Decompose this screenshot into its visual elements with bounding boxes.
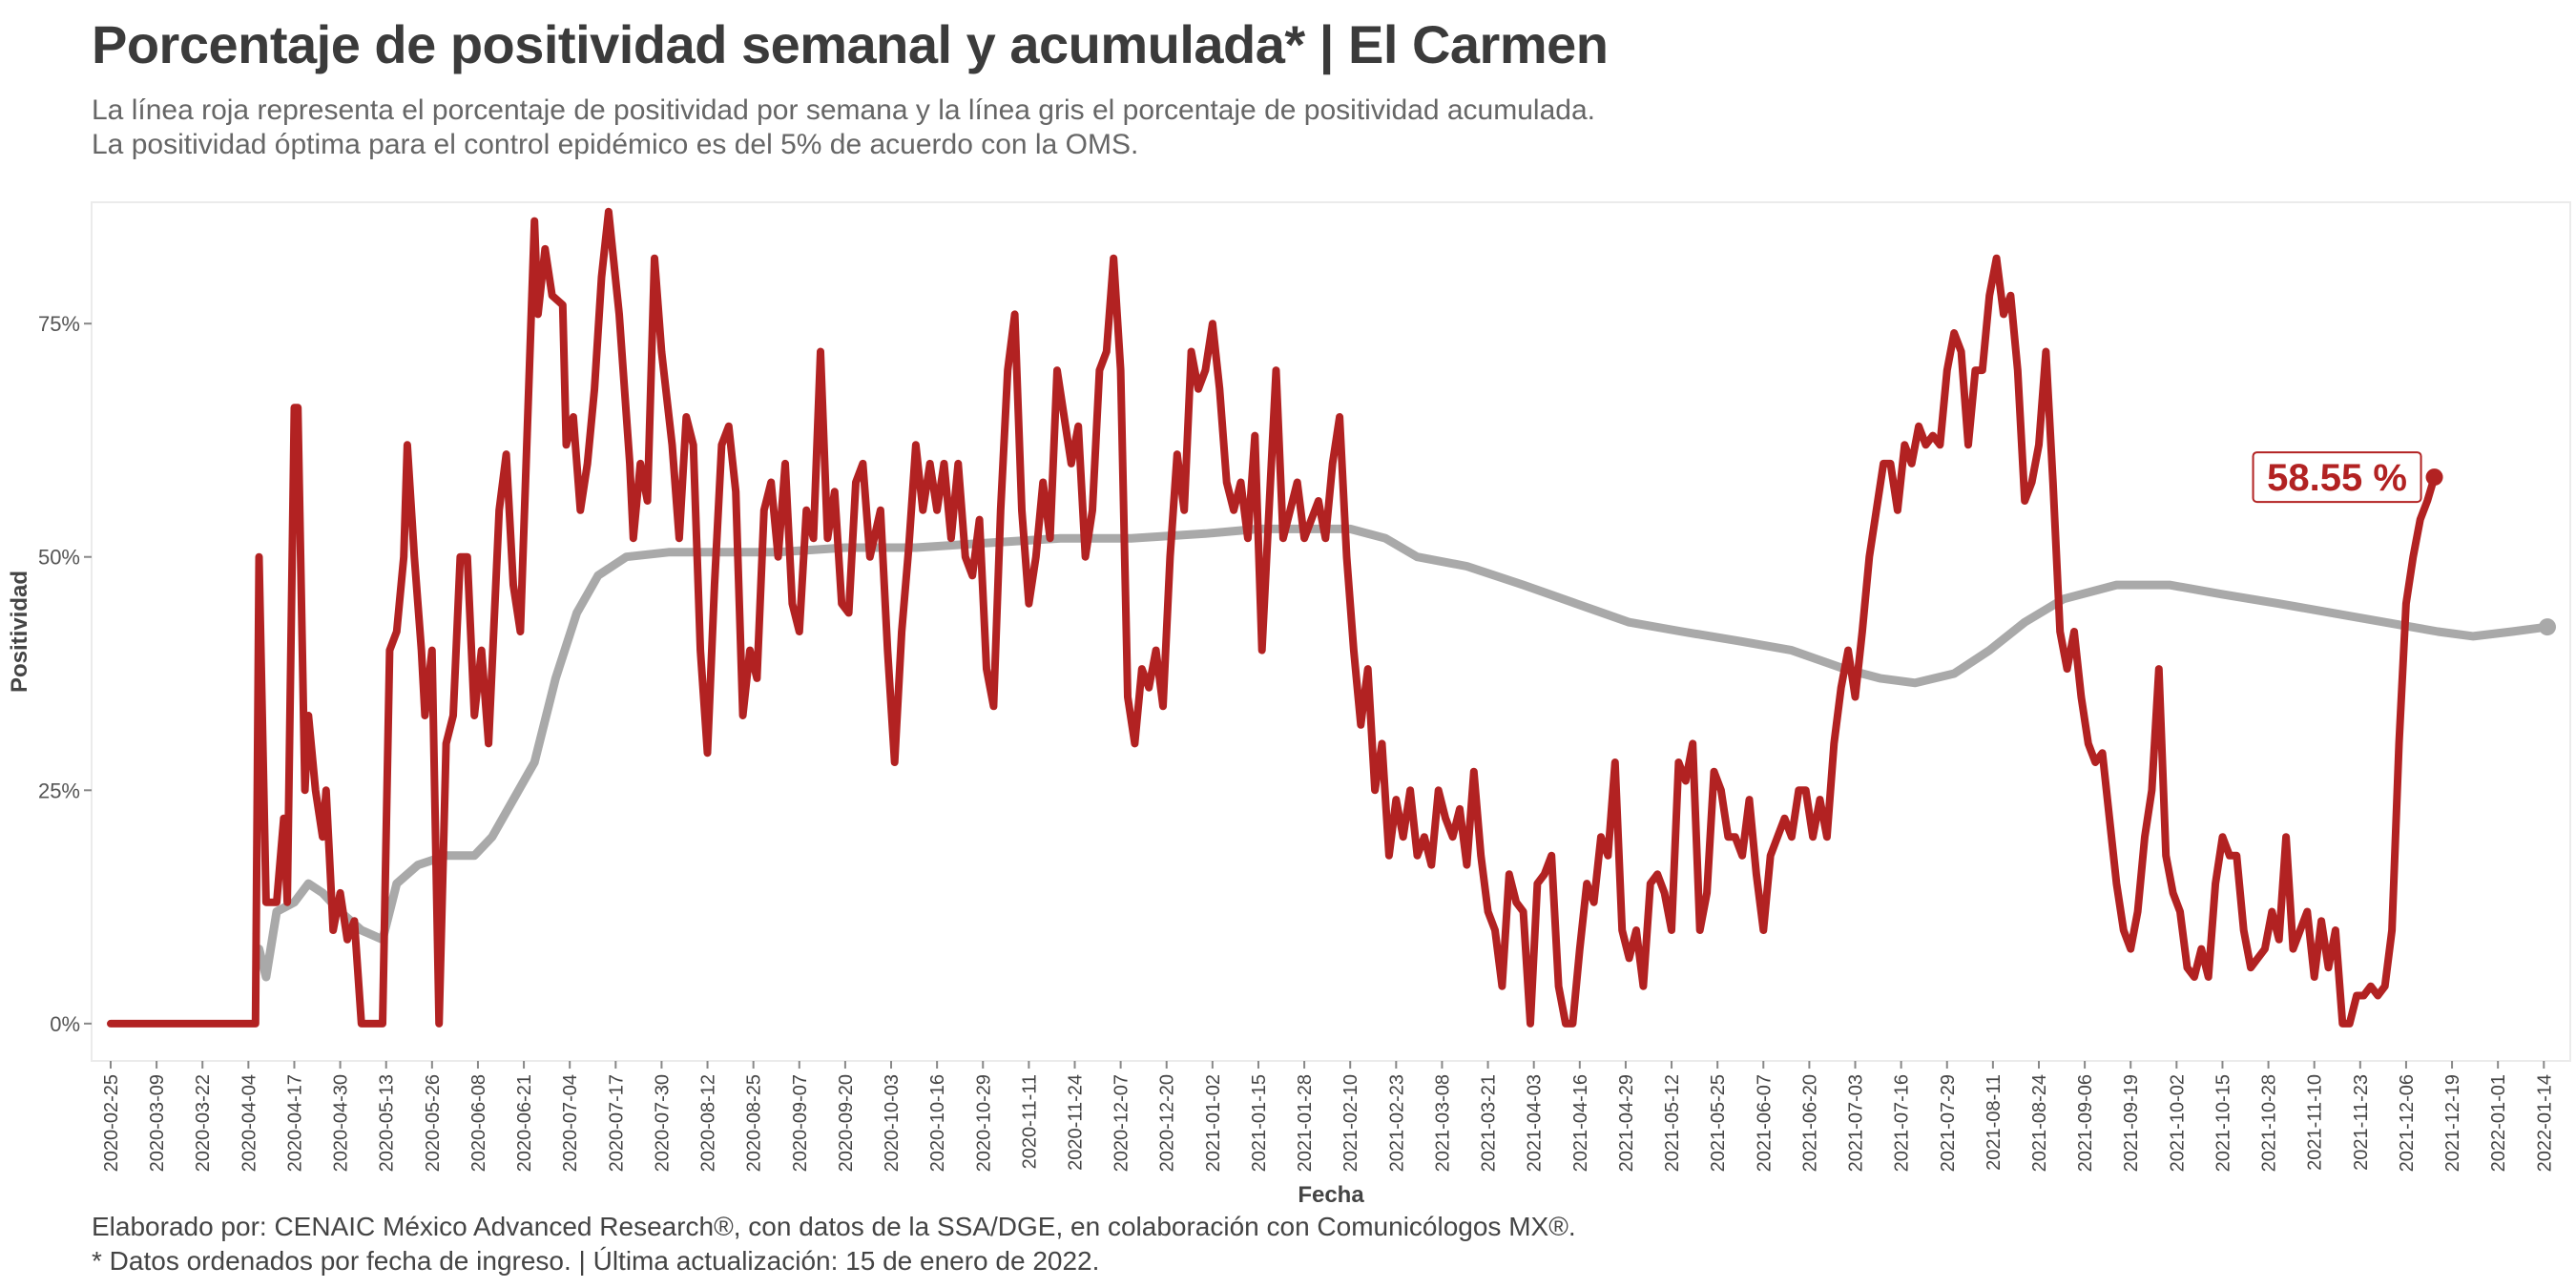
x-tick-label: 2021-05-12	[1662, 1074, 1683, 1172]
x-tick-label: 2020-12-20	[1157, 1074, 1178, 1172]
subtitle-line-2: La positividad óptima para el control ep…	[92, 129, 1139, 160]
x-tick-label: 2020-04-04	[239, 1074, 260, 1172]
x-tick-label: 2021-09-06	[2075, 1074, 2096, 1172]
x-tick-label: 2021-10-02	[2167, 1074, 2188, 1172]
x-tick-label: 2021-01-28	[1295, 1074, 1316, 1172]
x-tick-label: 2021-03-21	[1479, 1074, 1500, 1172]
x-tick-label: 2020-10-29	[973, 1074, 994, 1172]
plot-panel	[91, 201, 2571, 1062]
x-tick-label: 2021-12-19	[2442, 1074, 2463, 1172]
chart-subtitle: La línea roja representa el porcentaje d…	[92, 93, 1595, 162]
y-axis-ticks: 0% 25% 50% 75%	[38, 312, 92, 1036]
x-tick-label: 2021-08-24	[2029, 1074, 2050, 1172]
x-tick-label: 2021-02-10	[1340, 1074, 1361, 1172]
x-tick-label: 2021-09-19	[2121, 1074, 2142, 1172]
cumulative-positivity-line	[255, 524, 2552, 982]
x-tick-label: 2021-06-20	[1799, 1074, 1820, 1172]
y-axis-label: Positividad	[7, 571, 32, 693]
subtitle-line-1: La línea roja representa el porcentaje d…	[92, 94, 1595, 126]
y-tick-label: 50%	[38, 546, 80, 570]
y-tick-label: 0%	[50, 1012, 80, 1036]
x-tick-label: 2020-09-20	[836, 1074, 857, 1172]
x-tick-label: 2020-04-30	[331, 1074, 352, 1172]
x-tick-label: 2020-06-21	[514, 1074, 535, 1172]
x-axis-ticks: 2020-02-25 2020-03-09 2020-03-22 2020-04-04…	[101, 1061, 2555, 1172]
end-value-label-text: 58.55 %	[2267, 457, 2407, 499]
x-tick-label: 2020-08-12	[698, 1074, 719, 1172]
x-tick-label: 2020-07-04	[560, 1074, 581, 1172]
x-tick-label: 2021-10-15	[2212, 1074, 2233, 1172]
x-tick-label: 2021-06-07	[1754, 1074, 1775, 1172]
x-tick-label: 2020-11-24	[1065, 1074, 1086, 1171]
x-tick-label: 2020-05-13	[377, 1074, 398, 1172]
x-tick-label: 2020-07-17	[606, 1074, 627, 1172]
x-tick-label: 2020-02-25	[101, 1074, 122, 1172]
x-tick-label: 2020-08-25	[744, 1074, 765, 1172]
chart-title: Porcentaje de positividad semanal y acum…	[92, 14, 1609, 74]
end-value-label: 58.55 %	[2252, 451, 2422, 504]
series-group: 58.55 %	[107, 207, 2556, 1028]
x-tick-label: 2021-11-10	[2305, 1074, 2326, 1171]
x-tick-label: 2020-03-22	[193, 1074, 214, 1172]
chart-caption: Elaborado por: CENAIC México Advanced Re…	[92, 1210, 1576, 1278]
x-tick-label: 2020-03-09	[147, 1074, 168, 1172]
x-tick-label: 2022-01-14	[2534, 1074, 2555, 1172]
weekly-positivity-endpoint	[2425, 468, 2443, 487]
caption-line-2: * Datos ordenados por fecha de ingreso. …	[92, 1246, 1100, 1276]
cumulative-positivity-endpoint	[2539, 618, 2556, 636]
caption-line-1: Elaborado por: CENAIC México Advanced Re…	[92, 1212, 1576, 1241]
x-tick-label: 2021-08-11	[1984, 1074, 2005, 1171]
x-tick-label: 2021-04-29	[1616, 1074, 1637, 1172]
x-tick-label: 2021-01-15	[1249, 1074, 1270, 1172]
x-tick-label: 2021-05-25	[1708, 1074, 1729, 1172]
x-tick-label: 2021-11-23	[2351, 1074, 2372, 1171]
x-axis-label: Fecha	[1298, 1182, 1364, 1208]
x-tick-label: 2021-12-06	[2397, 1074, 2418, 1172]
x-tick-label: 2021-07-03	[1846, 1074, 1867, 1172]
x-tick-label: 2021-07-29	[1938, 1074, 1959, 1172]
x-tick-label: 2020-10-03	[882, 1074, 903, 1172]
x-tick-label: 2021-10-28	[2259, 1074, 2280, 1172]
y-tick-label: 25%	[38, 779, 80, 802]
x-tick-label: 2020-12-07	[1111, 1074, 1132, 1172]
x-tick-label: 2020-07-30	[652, 1074, 673, 1172]
x-tick-label: 2020-06-08	[468, 1074, 489, 1172]
end-value-label-box	[2252, 451, 2422, 504]
weekly-positivity-line	[107, 207, 2439, 1028]
x-tick-label: 2021-01-02	[1203, 1074, 1224, 1172]
x-tick-label: 2020-05-26	[423, 1074, 444, 1172]
x-tick-label: 2020-09-07	[790, 1074, 811, 1172]
x-tick-label: 2020-10-16	[927, 1074, 948, 1172]
x-tick-label: 2020-04-17	[284, 1074, 305, 1172]
y-tick-label: 75%	[38, 312, 80, 336]
x-tick-label: 2021-02-23	[1386, 1074, 1407, 1172]
x-tick-label: 2021-07-16	[1892, 1074, 1913, 1172]
x-tick-label: 2020-11-11	[1019, 1074, 1040, 1169]
x-tick-label: 2021-04-03	[1525, 1074, 1546, 1172]
x-tick-label: 2021-03-08	[1432, 1074, 1453, 1172]
x-tick-label: 2021-04-16	[1570, 1074, 1591, 1172]
x-tick-label: 2022-01-01	[2488, 1074, 2509, 1172]
